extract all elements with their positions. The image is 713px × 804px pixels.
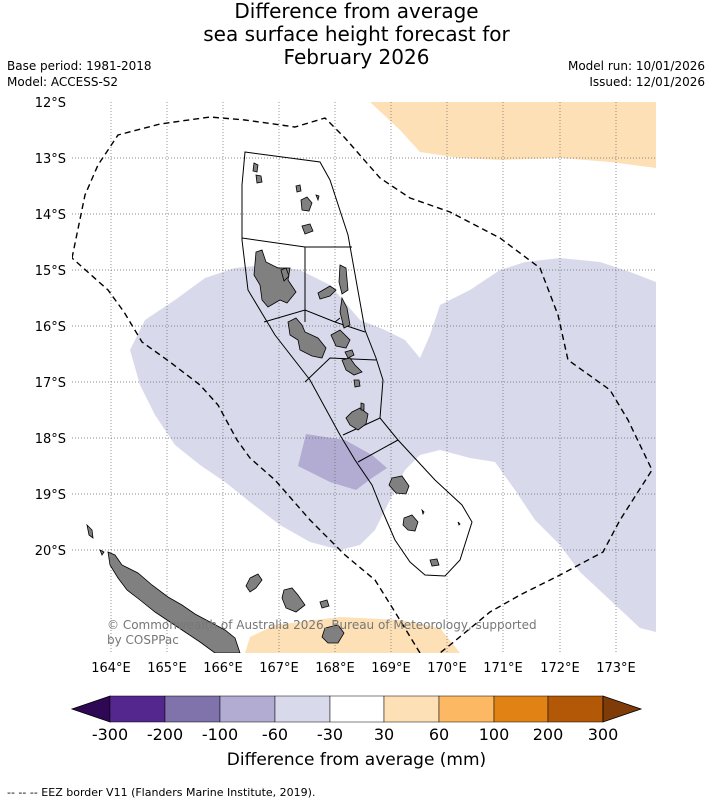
colorbar-segment [219, 695, 276, 723]
positive-anomaly-region-south [245, 617, 460, 653]
colorbar-segment [493, 695, 549, 723]
metadata-right: Model run: 10/01/2026 Issued: 12/01/2026 [568, 58, 705, 90]
title-line-1: Difference from average [234, 0, 479, 23]
title-line-3: February 2026 [283, 45, 430, 69]
colorbar-extend-low [70, 695, 111, 723]
lat-label: 20°S [35, 544, 66, 559]
colorbar-label: -200 [146, 725, 184, 744]
colorbar-label: 100 [478, 725, 510, 744]
colorbar-segment [164, 695, 221, 723]
model-run-text: Model run: 10/01/2026 [567, 59, 705, 73]
lon-label: 173°E [596, 661, 636, 676]
national-boundary [241, 151, 473, 577]
lon-label: 170°E [427, 661, 467, 676]
lat-label: 13°S [35, 152, 66, 167]
land-areas [86, 162, 461, 653]
colorbar-label: -30 [316, 725, 344, 744]
base-period-text: Base period: 1981-2018 [7, 59, 152, 73]
eez-legend: -- -- -- EEZ border V11 (Flanders Marine… [7, 786, 316, 799]
lat-label: 14°S [35, 208, 66, 223]
colorbar-label: 60 [428, 725, 450, 744]
colorbar-label: 200 [532, 725, 564, 744]
colorbar-segment [109, 695, 166, 723]
lon-label: 167°E [259, 661, 299, 676]
colorbar-segment [547, 695, 604, 723]
issued-text: Issued: 12/01/2026 [589, 75, 705, 89]
lat-label: 15°S [35, 264, 66, 279]
map-plot-area [72, 102, 656, 653]
colorbar-label: -60 [261, 725, 289, 744]
lon-label: 172°E [540, 661, 580, 676]
eez-border [72, 116, 653, 653]
lon-label: 166°E [203, 661, 243, 676]
lon-label: 171°E [483, 661, 523, 676]
lat-label: 16°S [35, 320, 66, 335]
lat-label: 18°S [35, 432, 66, 447]
metadata-left: Base period: 1981-2018 Model: ACCESS-S2 [7, 58, 152, 90]
colorbar-segment [438, 695, 495, 723]
negative-anomaly-region [130, 258, 656, 632]
lat-label: 17°S [35, 376, 66, 391]
colorbar-label: 300 [587, 725, 619, 744]
colorbar-extend-high [602, 695, 643, 723]
colorbar-segment [329, 695, 385, 723]
positive-anomaly-region-north [370, 102, 656, 168]
colorbar [70, 695, 643, 723]
model-text: Model: ACCESS-S2 [7, 75, 119, 89]
attribution-text: © Commonwealth of Australia 2026, Bureau… [107, 618, 537, 647]
colorbar-title: Difference from average (mm) [226, 750, 487, 770]
lat-label: 19°S [35, 488, 66, 503]
title-line-2: sea surface height forecast for [203, 22, 510, 46]
colorbar-label: -100 [201, 725, 239, 744]
latitude-labels: 12°S 13°S 14°S 15°S 16°S 17°S 18°S 19°S … [35, 96, 66, 559]
lon-label: 169°E [371, 661, 411, 676]
colorbar-segment [274, 695, 331, 723]
colorbar-label: -300 [91, 725, 129, 744]
colorbar-label: 30 [373, 725, 395, 744]
lon-label: 165°E [147, 661, 187, 676]
lon-label: 164°E [91, 661, 131, 676]
longitude-labels: 164°E 165°E 166°E 167°E 168°E 169°E 170°… [91, 661, 636, 676]
colorbar-segment [383, 695, 440, 723]
moderate-negative-region [298, 434, 387, 490]
map-title: Difference from average sea surface heig… [0, 0, 713, 69]
lon-label: 168°E [315, 661, 355, 676]
lat-label: 12°S [35, 96, 66, 111]
